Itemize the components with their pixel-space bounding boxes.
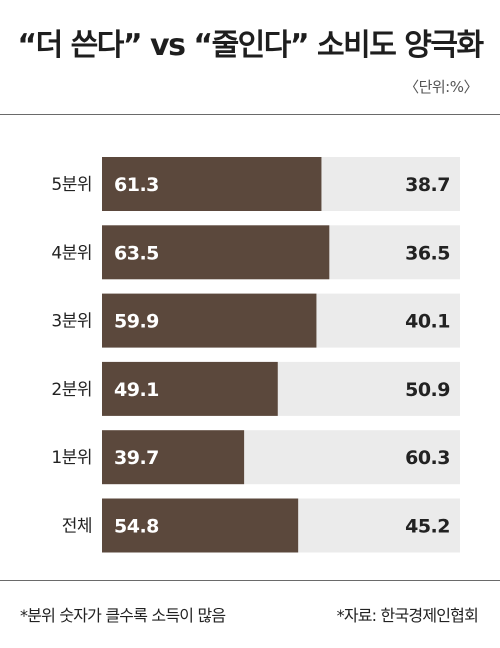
bar-segment-spend-more	[102, 498, 299, 553]
bottom-rule	[0, 580, 500, 581]
bar-segment-spend-more	[102, 225, 330, 280]
bar-segment-spend-more	[102, 430, 245, 485]
bar-segment-cut-back	[277, 361, 460, 416]
top-rule	[0, 114, 500, 115]
footnote-left: *분위 숫자가 클수록 소득이 많음	[20, 606, 226, 625]
bar-segment-cut-back	[329, 225, 460, 280]
category-label: 3분위	[51, 312, 92, 332]
category-label: 전체	[62, 517, 92, 537]
value-label-spend-more: 59.9	[114, 311, 159, 333]
category-label: 1분위	[51, 448, 92, 468]
bar-segment-spend-more	[102, 361, 278, 416]
value-label-spend-more: 49.1	[114, 379, 159, 401]
value-label-cut-back: 60.3	[405, 447, 450, 469]
chart-title: “더 쓴다” vs “줄인다” 소비도 양극화	[17, 28, 484, 63]
category-label: 2분위	[51, 380, 92, 400]
bar-segment-spend-more	[102, 293, 317, 348]
value-label-cut-back: 50.9	[405, 379, 450, 401]
value-label-cut-back: 40.1	[405, 311, 450, 333]
value-label-spend-more: 61.3	[114, 174, 159, 196]
value-label-spend-more: 54.8	[114, 516, 159, 538]
category-label: 4분위	[51, 243, 92, 263]
bar-segment-cut-back	[244, 430, 460, 485]
value-label-cut-back: 45.2	[405, 516, 450, 538]
value-label-cut-back: 36.5	[405, 242, 450, 264]
unit-label: 〈단위:%〉	[404, 78, 478, 96]
bar-segment-cut-back	[316, 293, 460, 348]
value-label-spend-more: 63.5	[114, 242, 159, 264]
value-label-spend-more: 39.7	[114, 447, 159, 469]
value-label-cut-back: 38.7	[405, 174, 450, 196]
bar-segment-cut-back	[298, 498, 460, 553]
bar-segment-cut-back	[321, 157, 460, 211]
bar-segment-spend-more	[102, 157, 322, 211]
category-label: 5분위	[51, 175, 92, 195]
footnote-right: *자료: 한국경제인협회	[336, 606, 479, 625]
